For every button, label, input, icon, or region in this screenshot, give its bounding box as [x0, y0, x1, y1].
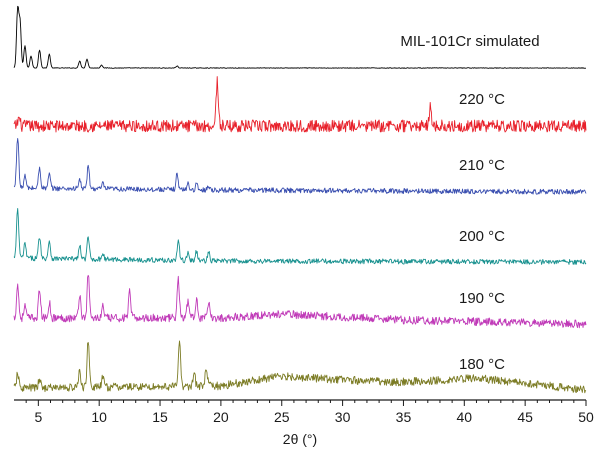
x-tick-label: 40	[457, 409, 473, 425]
series-label-group: MIL-101Cr simulated 220 °C 210 °C 200 °C 190…	[400, 33, 539, 373]
series-trace-3	[13, 208, 587, 265]
x-tick-label: 20	[213, 409, 229, 425]
series-trace-4	[13, 274, 587, 329]
series-trace-5	[13, 340, 587, 394]
series-label-4: 190 °C	[459, 290, 505, 307]
series-label-1: 220 °C	[459, 91, 505, 108]
x-tick-label: 35	[396, 409, 412, 425]
x-tick-label: 50	[578, 409, 594, 425]
x-tick-label: 10	[91, 409, 107, 425]
series-label-0: MIL-101Cr simulated	[400, 33, 539, 50]
x-tick-label: 30	[335, 409, 351, 425]
series-trace-0	[13, 5, 587, 69]
x-axis-ticks: 5 10 15 20 25 30 35 40 45 50	[25, 400, 594, 425]
x-tick-label: 5	[34, 409, 42, 425]
series-label-2: 210 °C	[459, 157, 505, 174]
series-trace-1	[13, 76, 587, 133]
series-label-3: 200 °C	[459, 228, 505, 245]
series-label-5: 180 °C	[459, 356, 505, 373]
x-tick-label: 45	[517, 409, 533, 425]
x-tick-label: 25	[274, 409, 290, 425]
x-tick-label: 15	[152, 409, 168, 425]
series-trace-2	[13, 138, 587, 195]
x-axis-title: 2θ (°)	[283, 431, 317, 447]
trace-group	[13, 5, 587, 394]
